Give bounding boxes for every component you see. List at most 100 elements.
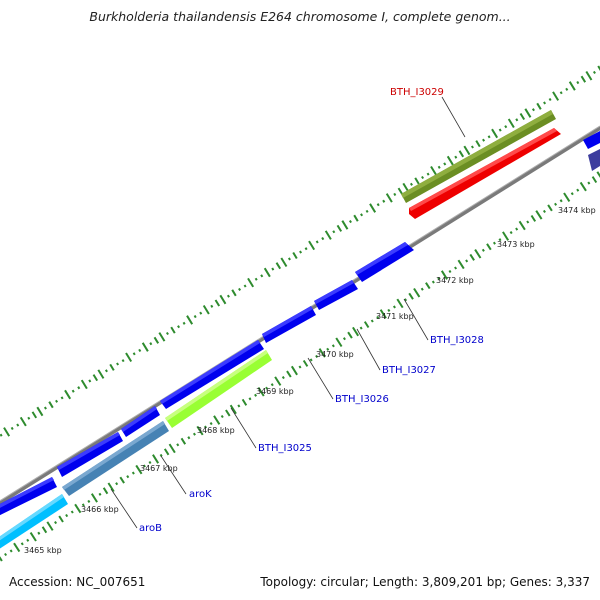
gc-tick-outer xyxy=(27,416,31,420)
gc-tick-outer xyxy=(385,193,393,203)
gene-aroB-feature[interactable] xyxy=(0,494,68,555)
gc-tick-inner xyxy=(176,443,180,447)
gene-label-BTH_I3026: BTH_I3026 xyxy=(335,394,389,405)
gene-feature-short-blue[interactable] xyxy=(121,406,160,437)
gc-tick-inner xyxy=(457,259,465,270)
forward-feature-olive[interactable] xyxy=(401,110,556,203)
gc-tick-outer xyxy=(409,182,413,186)
gc-tick-inner xyxy=(204,425,208,429)
gene-BTH_I3028-feature[interactable] xyxy=(355,242,414,282)
gc-tick-inner xyxy=(563,192,571,202)
gc-tick-inner xyxy=(229,404,237,415)
gc-tick-outer xyxy=(568,81,576,91)
gc-tick-inner xyxy=(515,227,519,231)
gc-tick-outer xyxy=(397,187,404,195)
gene-label-BTH_I3027: BTH_I3027 xyxy=(382,365,436,376)
gc-tick-inner xyxy=(387,308,391,312)
gc-tick-inner xyxy=(254,393,258,397)
gc-tick-inner xyxy=(302,359,309,367)
gc-tick-inner xyxy=(498,238,502,242)
gene-feature-blue-left[interactable] xyxy=(0,477,57,520)
gc-tick-outer xyxy=(141,342,149,352)
gc-tick-outer xyxy=(19,416,27,427)
gc-tick-outer xyxy=(275,262,282,270)
gc-tick-outer xyxy=(243,284,247,288)
gc-tick-inner xyxy=(168,443,176,454)
gc-tick-outer xyxy=(109,363,115,371)
gc-tick-outer xyxy=(64,389,72,400)
gc-tick-inner xyxy=(225,409,231,417)
gc-tick-inner xyxy=(579,181,587,192)
gc-tick-outer xyxy=(504,125,508,129)
gene-BTH_I3026-feature[interactable] xyxy=(262,306,316,343)
gc-tick-outer xyxy=(153,336,160,344)
gene-aroK-feature[interactable] xyxy=(62,421,169,496)
gc-tick-inner xyxy=(180,437,187,445)
gc-tick-outer xyxy=(271,267,275,271)
outer-gc-track xyxy=(0,65,600,437)
gc-tick-inner xyxy=(379,309,387,319)
gc-tick-inner xyxy=(363,321,370,329)
gc-tick-outer xyxy=(132,352,136,356)
gc-tick-inner xyxy=(152,454,160,464)
gc-tick-outer xyxy=(254,277,258,281)
gc-tick-inner xyxy=(148,460,152,465)
gc-tick-outer xyxy=(287,257,291,261)
gc-tick-outer xyxy=(60,396,64,400)
gc-tick-inner xyxy=(65,513,69,518)
gc-tick-outer xyxy=(299,250,303,254)
gene-feature-long-blue[interactable] xyxy=(160,340,264,409)
gc-tick-outer xyxy=(138,348,142,353)
gc-tick-inner xyxy=(576,188,580,192)
gc-tick-inner xyxy=(420,287,424,291)
gc-tick-inner xyxy=(474,249,482,259)
gc-tick-inner xyxy=(115,482,119,486)
gc-tick-outer xyxy=(585,70,593,81)
gc-tick-outer xyxy=(324,230,332,240)
gc-tick-inner xyxy=(0,556,3,562)
gc-tick-inner xyxy=(135,464,143,475)
gene-feature-blue-3466[interactable] xyxy=(57,432,123,477)
gc-tick-outer xyxy=(193,315,197,319)
gc-tick-inner xyxy=(209,422,213,426)
gene-feature-partial-right[interactable] xyxy=(583,131,600,171)
inner-gc-track xyxy=(0,171,600,562)
gc-tick-inner xyxy=(454,266,458,270)
gc-tick-inner xyxy=(469,253,475,261)
gc-tick-inner xyxy=(265,386,269,390)
gc-tick-inner xyxy=(587,181,591,185)
gc-tick-outer xyxy=(280,257,288,268)
gc-tick-inner xyxy=(142,464,146,468)
gc-tick-inner xyxy=(270,383,274,387)
tick-label-3471: 3471 kbp xyxy=(376,312,414,321)
gc-tick-inner xyxy=(286,370,292,378)
gc-tick-inner xyxy=(392,305,396,309)
tick-labels: 3465 kbp 3466 kbp 3467 kbp 3468 kbp 3469… xyxy=(24,206,596,555)
gc-tick-inner xyxy=(347,331,353,339)
gene-labels: BTH_I3029 BTH_I3028 BTH_I3027 BTH_I3026 … xyxy=(139,87,484,534)
gene-BTH_I3025-feature[interactable] xyxy=(165,350,272,428)
gc-tick-outer xyxy=(0,433,3,437)
gc-tick-inner xyxy=(326,347,330,351)
gc-tick-outer xyxy=(116,362,120,366)
gc-tick-inner xyxy=(502,231,510,241)
gc-tick-outer xyxy=(426,172,430,176)
gc-tick-outer xyxy=(231,289,237,297)
gc-tick-outer xyxy=(158,332,166,342)
gc-tick-inner xyxy=(131,471,135,475)
gc-tick-outer xyxy=(3,427,11,437)
gene-BTH_I3029-feature[interactable] xyxy=(409,128,561,219)
gc-tick-outer xyxy=(16,423,20,427)
gc-tick-inner xyxy=(20,542,24,546)
gc-tick-inner xyxy=(315,354,319,358)
gc-tick-outer xyxy=(552,91,560,101)
gc-tick-outer xyxy=(365,209,369,213)
gc-tick-outer xyxy=(531,108,535,112)
gc-tick-outer xyxy=(475,140,481,148)
gene-BTH_I3027-feature[interactable] xyxy=(314,280,358,310)
gc-tick-outer xyxy=(80,379,88,390)
gc-tick-outer xyxy=(321,236,325,241)
gc-tick-outer xyxy=(177,325,181,329)
gc-tick-outer xyxy=(430,165,438,176)
